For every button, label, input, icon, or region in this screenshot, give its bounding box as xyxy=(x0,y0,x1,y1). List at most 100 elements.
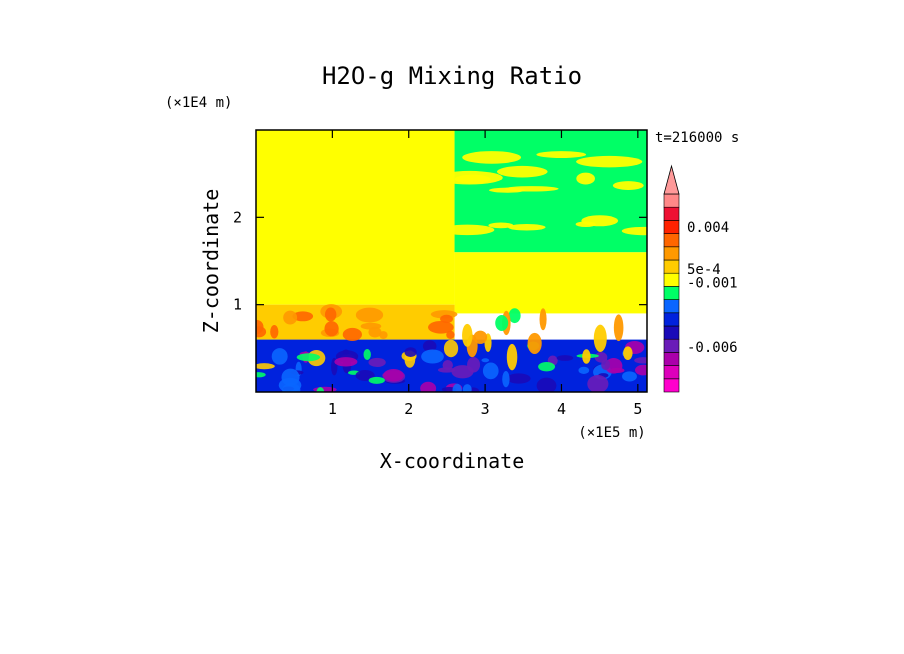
plume-blob xyxy=(593,324,607,352)
plume-blob xyxy=(462,323,473,347)
colorbar-label: 5e-4 xyxy=(687,262,721,278)
turbulence-blob xyxy=(536,377,557,392)
colorbar-bin xyxy=(663,193,680,208)
turbulence-blob xyxy=(334,357,358,367)
colorbar-bin xyxy=(663,365,680,380)
yellow-streak xyxy=(440,224,495,236)
plume-blob xyxy=(508,308,521,324)
turbulence-blob xyxy=(404,347,417,358)
turbulence-blob xyxy=(256,372,266,378)
orange-patch xyxy=(342,327,362,341)
orange-patch xyxy=(446,330,455,339)
colorbar-bin xyxy=(663,233,680,248)
plume-blob xyxy=(473,330,488,344)
chart-title: H2O-g Mixing Ratio xyxy=(322,62,582,90)
plume-blob xyxy=(506,343,518,371)
colorbar-bin xyxy=(663,220,680,234)
x-tick-label: 2 xyxy=(404,400,413,418)
turbulence-blob xyxy=(467,356,481,373)
yellow-streak xyxy=(504,186,559,192)
x-tick-label: 3 xyxy=(481,400,490,418)
yellow-streak xyxy=(507,224,546,231)
orange-patch xyxy=(355,307,384,323)
orange-patch xyxy=(256,319,264,335)
orange-patch xyxy=(292,311,314,322)
colorbar-bin xyxy=(663,338,680,353)
x-ticks: 1 2 3 4 5 xyxy=(328,130,642,418)
field-region xyxy=(256,130,455,305)
yellow-streak xyxy=(612,181,644,190)
colorbar-bin xyxy=(663,352,680,366)
colorbar-extend-arrow xyxy=(663,164,680,195)
orange-patch xyxy=(440,314,454,324)
turbulence-blob xyxy=(271,348,288,365)
colorbar-bin xyxy=(663,325,680,340)
turbulence-blob xyxy=(622,371,637,382)
turbulence-blob xyxy=(635,364,647,376)
plot-frame xyxy=(255,129,648,393)
x-tick-label: 1 xyxy=(328,400,337,418)
x-axis-label: X-coordinate xyxy=(380,449,525,473)
yellow-streak xyxy=(488,222,514,229)
turbulence-blob xyxy=(587,375,609,392)
turbulence-blob xyxy=(556,355,574,361)
colorbar-bin xyxy=(663,286,680,300)
x-tick-label: 4 xyxy=(557,400,566,418)
colorbar-bin xyxy=(663,378,680,393)
plume-blob xyxy=(495,314,509,332)
turbulence-blob xyxy=(437,367,456,373)
turbulence-blob xyxy=(296,353,321,362)
colorbar-bin xyxy=(663,312,680,327)
turbulence-blob xyxy=(421,349,444,364)
y-scale-label: (×1E4 m) xyxy=(165,95,232,111)
yellow-streak xyxy=(462,151,522,164)
colorbar-labels: 0.004 5e-4-0.001 -0.006 xyxy=(687,220,738,356)
orange-patch xyxy=(283,310,298,325)
plume-blob xyxy=(582,349,591,364)
turbulence-blob xyxy=(601,359,611,371)
y-tick-label: 2 xyxy=(233,208,242,226)
colorbar-bin xyxy=(663,246,680,261)
orange-patch xyxy=(324,321,339,337)
turbulence-blob xyxy=(462,384,472,392)
yellow-streak xyxy=(497,165,548,178)
orange-patch xyxy=(270,324,279,339)
y-ticks: 12 xyxy=(233,208,647,314)
plume-blob xyxy=(623,346,633,360)
colorbar xyxy=(663,164,680,393)
field-region xyxy=(454,252,647,314)
turbulence-blob xyxy=(452,383,462,392)
colorbar-bin xyxy=(663,299,680,314)
turbulence-blob xyxy=(578,366,590,375)
turbulence-blob xyxy=(481,358,490,363)
orange-patch xyxy=(368,326,382,338)
colorbar-bin xyxy=(663,272,680,287)
orange-patch xyxy=(428,320,454,334)
turbulence-blob xyxy=(256,363,275,370)
yellow-streak xyxy=(621,226,647,236)
turbulence-blob xyxy=(420,381,437,392)
colorbar-label: 0.004 xyxy=(687,220,729,236)
yellow-streak xyxy=(576,172,595,185)
turbulence-blob xyxy=(538,361,556,372)
yellow-streak xyxy=(536,151,587,159)
turbulence-blob xyxy=(502,370,510,388)
turbulence-blob xyxy=(316,387,325,392)
yellow-streak xyxy=(576,155,643,168)
colorbar-label: -0.006 xyxy=(687,340,738,356)
turbulence-blob xyxy=(422,340,437,352)
turbulence-blob xyxy=(355,369,375,381)
turbulence-blob xyxy=(363,348,371,360)
turbulence-blob xyxy=(506,373,531,384)
plume-blob xyxy=(539,308,547,331)
x-scale-label: (×1E5 m) xyxy=(578,425,645,441)
turbulence-blob xyxy=(383,369,404,382)
turbulence-blob xyxy=(368,376,385,384)
turbulence-blob xyxy=(634,357,647,364)
turbulence-blob xyxy=(281,368,300,387)
turbulence-blob xyxy=(482,362,499,380)
yellow-streak xyxy=(436,170,503,185)
x-tick-label: 5 xyxy=(633,400,642,418)
plume-blob xyxy=(613,314,624,342)
